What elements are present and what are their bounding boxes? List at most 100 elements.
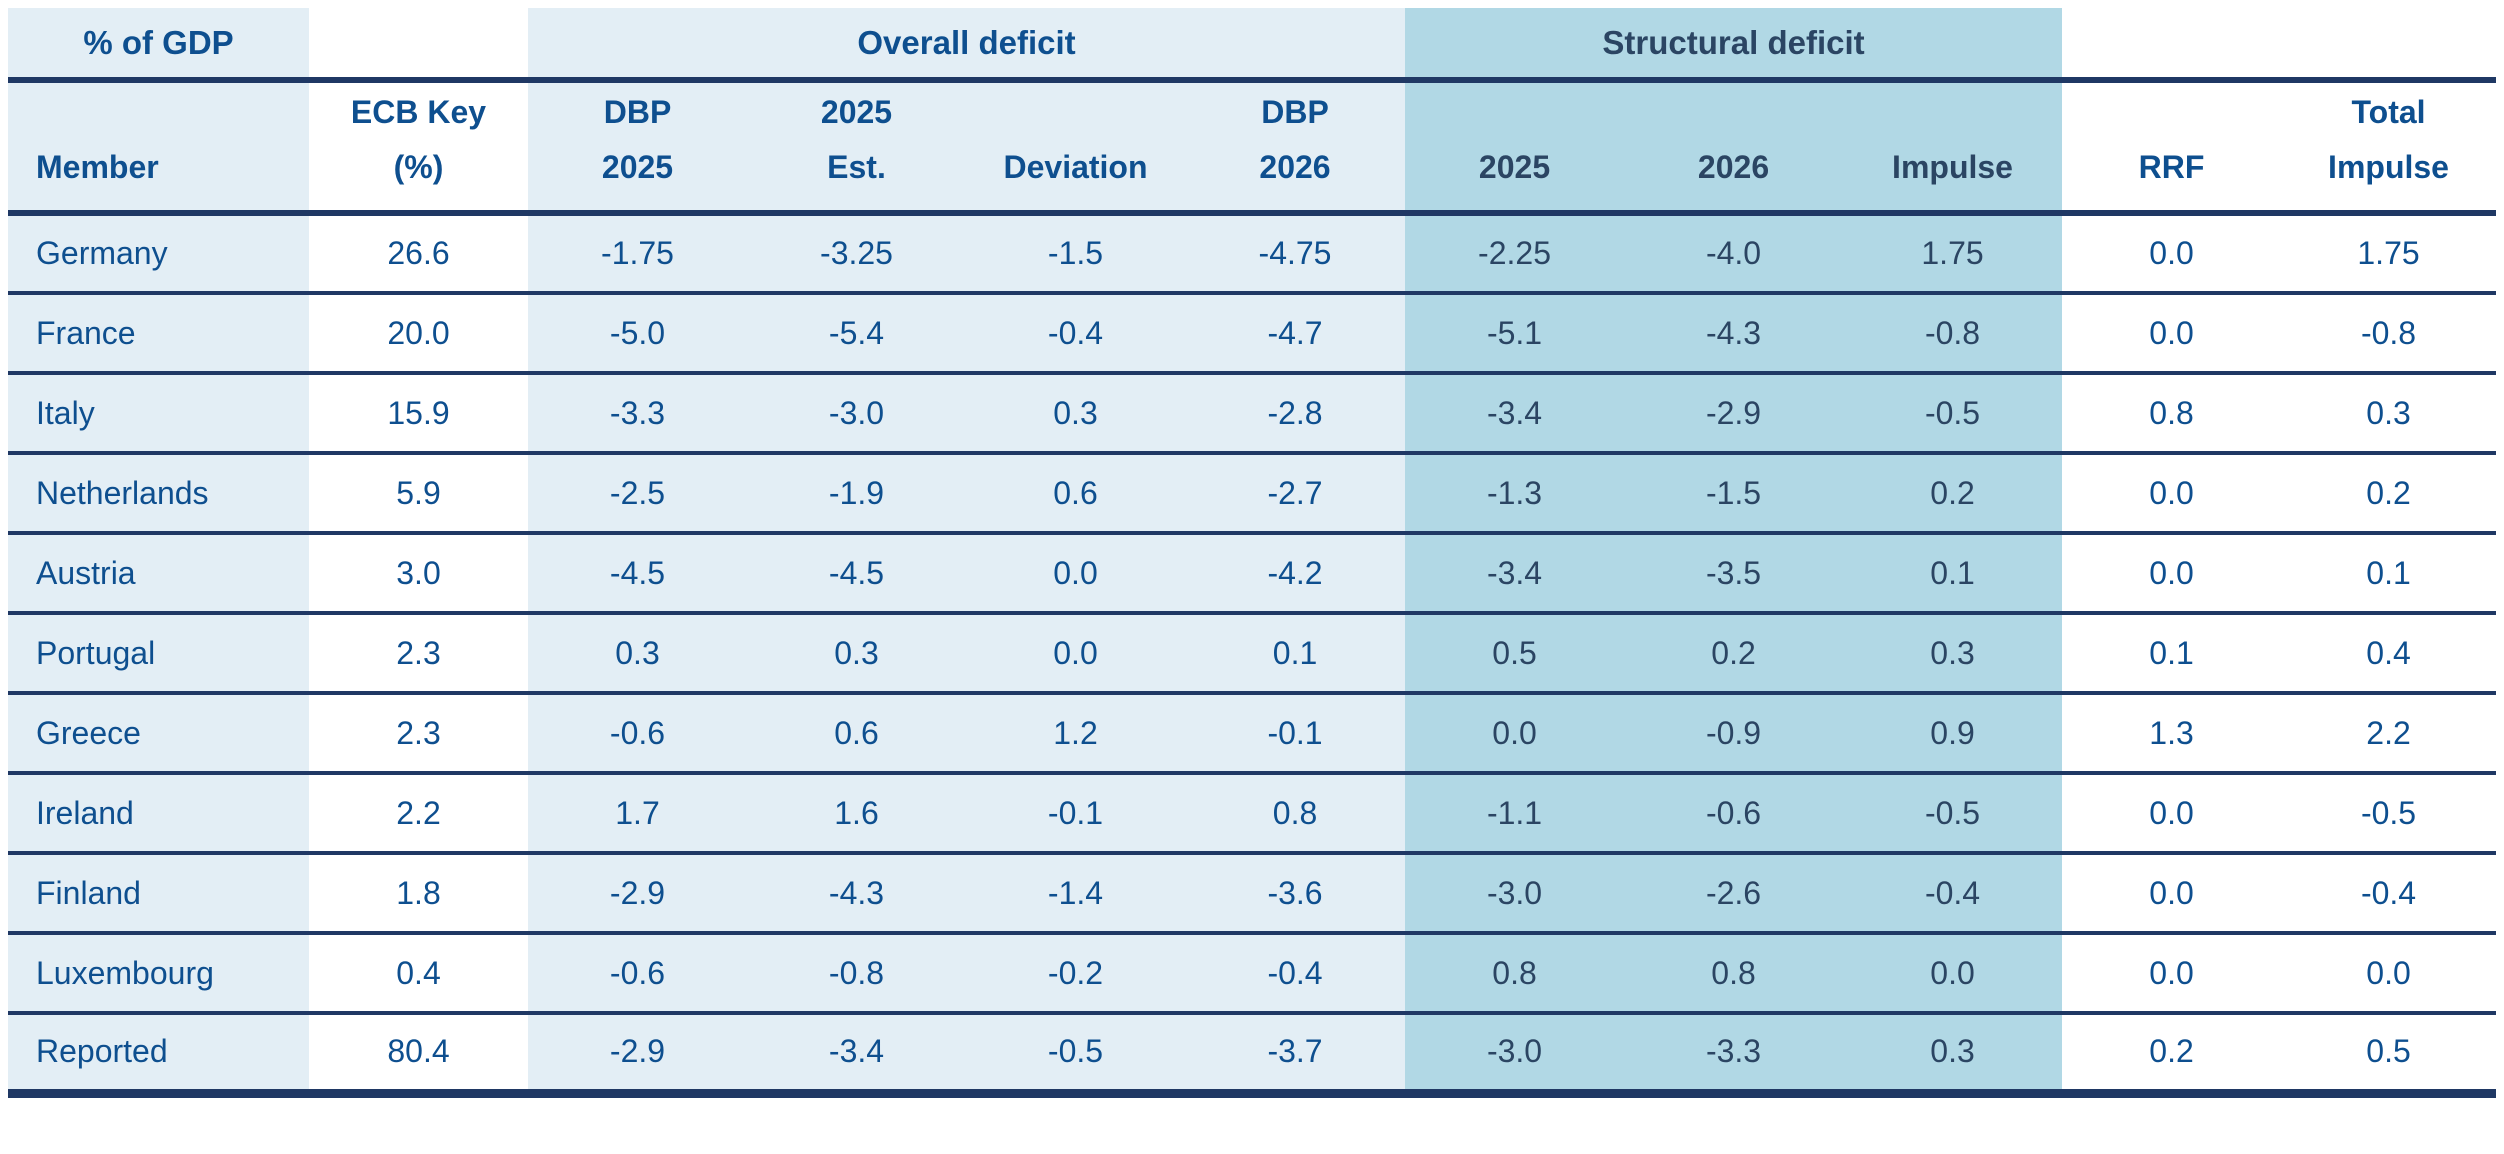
value-cell: 0.4 [309,933,528,1015]
table-row: Portugal 2.3 0.3 0.3 0.0 0.1 0.5 0.2 0.3 0.1 0.4 [8,613,2497,695]
value-cell: 1.2 [966,693,1185,775]
value-cell: -0.1 [966,773,1185,855]
value-cell: 1.75 [2281,213,2497,295]
value-cell: 0.3 [1843,1013,2063,1098]
value-cell: 0.1 [2062,613,2282,695]
value-cell: -3.0 [747,373,966,455]
value-cell: 0.4 [2281,613,2497,695]
value-cell: -3.0 [1405,853,1625,935]
table-row: France 20.0 -5.0 -5.4 -0.4 -4.7 -5.1 -4.3 -0.8 0.… [8,293,2497,375]
member-name-cell: Luxembourg [8,933,309,1015]
value-cell: -0.2 [966,933,1185,1015]
value-cell: -2.7 [1185,453,1406,535]
value-cell: 0.0 [2062,773,2282,855]
value-cell: 0.3 [1843,613,2063,695]
fiscal-deficit-table-page: % of GDP Overall deficit Structural defi… [8,8,2497,1098]
value-cell: 0.6 [747,693,966,775]
value-cell: -0.5 [1843,373,2063,455]
value-cell: -4.3 [1624,293,1844,375]
value-cell: 26.6 [309,213,528,295]
value-cell: 0.3 [966,373,1185,455]
value-cell: -3.0 [1405,1013,1625,1098]
value-cell: 0.5 [2281,1013,2497,1098]
column-header-rrf: RRF [2062,80,2282,216]
value-cell: -0.4 [966,293,1185,375]
value-cell: -0.9 [1624,693,1844,775]
table-row: Austria 3.0 -4.5 -4.5 0.0 -4.2 -3.4 -3.5 0.1 0.0 0… [8,533,2497,615]
value-cell: 0.0 [2062,933,2282,1015]
value-cell: 1.6 [747,773,966,855]
value-cell: -1.5 [1624,453,1844,535]
table-row: Greece 2.3 -0.6 0.6 1.2 -0.1 0.0 -0.9 0.9 1.3 2.2 [8,693,2497,775]
value-cell: 0.0 [2281,933,2497,1015]
value-cell: 2.2 [309,773,528,855]
column-header-total-impulse: Total Impulse [2281,80,2497,216]
value-cell: 0.2 [1624,613,1844,695]
value-cell: 0.0 [2062,453,2282,535]
value-cell: 0.0 [1843,933,2063,1015]
value-cell: 1.7 [528,773,747,855]
value-cell: -1.9 [747,453,966,535]
value-cell: -4.2 [1185,533,1406,615]
value-cell: -5.1 [1405,293,1625,375]
column-header-2025: 2025 [1405,80,1625,216]
unit-label: % of GDP [8,8,309,83]
value-cell: -0.5 [1843,773,2063,855]
member-name-cell: Ireland [8,773,309,855]
value-cell: -2.9 [1624,373,1844,455]
value-cell: 0.0 [2062,533,2282,615]
value-cell: -0.6 [1624,773,1844,855]
value-cell: 80.4 [309,1013,528,1098]
value-cell: 0.3 [528,613,747,695]
member-name-cell: Germany [8,213,309,295]
table-body: Germany 26.6 -1.75 -3.25 -1.5 -4.75 -2.25 -4.0 1… [8,213,2497,1098]
value-cell: 2.3 [309,613,528,695]
value-cell: -1.3 [1405,453,1625,535]
group-header-overall-deficit: Overall deficit [528,8,1406,83]
value-cell: -3.4 [1405,373,1625,455]
column-header-member: Member [8,80,309,216]
member-name-cell: Reported [8,1013,309,1098]
table-row: Netherlands 5.9 -2.5 -1.9 0.6 -2.7 -1.3 -1.5 0.2… [8,453,2497,535]
table-row: Ireland 2.2 1.7 1.6 -0.1 0.8 -1.1 -0.6 -0.5 0.0 -0… [8,773,2497,855]
value-cell: 3.0 [309,533,528,615]
spacer-cell [2062,8,2497,83]
value-cell: 20.0 [309,293,528,375]
value-cell: 15.9 [309,373,528,455]
value-cell: -0.4 [2281,853,2497,935]
value-cell: 0.8 [1624,933,1844,1015]
value-cell: -4.0 [1624,213,1844,295]
value-cell: 5.9 [309,453,528,535]
value-cell: 1.75 [1843,213,2063,295]
value-cell: 0.1 [1843,533,2063,615]
value-cell: -4.5 [747,533,966,615]
value-cell: -0.4 [1843,853,2063,935]
value-cell: 0.2 [2062,1013,2282,1098]
value-cell: -4.5 [528,533,747,615]
value-cell: 0.0 [966,613,1185,695]
value-cell: -1.5 [966,213,1185,295]
column-header-dbp-2026: DBP 2026 [1185,80,1406,216]
value-cell: 0.2 [2281,453,2497,535]
value-cell: 0.3 [2281,373,2497,455]
column-header-impulse: Impulse [1843,80,2063,216]
value-cell: -4.3 [747,853,966,935]
value-cell: -3.5 [1624,533,1844,615]
value-cell: -0.4 [1185,933,1406,1015]
value-cell: 0.8 [2062,373,2282,455]
value-cell: -0.8 [2281,293,2497,375]
member-name-cell: Greece [8,693,309,775]
value-cell: 0.6 [966,453,1185,535]
value-cell: 2.2 [2281,693,2497,775]
value-cell: 0.0 [1405,693,1625,775]
value-cell: -3.3 [1624,1013,1844,1098]
deficit-table: % of GDP Overall deficit Structural defi… [8,8,2497,1098]
value-cell: -2.9 [528,1013,747,1098]
value-cell: 0.8 [1405,933,1625,1015]
value-cell: -0.8 [747,933,966,1015]
value-cell: 0.0 [2062,213,2282,295]
table-row: Reported 80.4 -2.9 -3.4 -0.5 -3.7 -3.0 -3.3 0.3 0… [8,1013,2497,1098]
column-header-2026: 2026 [1624,80,1844,216]
value-cell: -2.6 [1624,853,1844,935]
value-cell: -3.6 [1185,853,1406,935]
